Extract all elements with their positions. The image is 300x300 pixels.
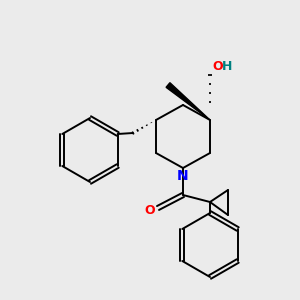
Polygon shape (166, 83, 210, 120)
Text: H: H (222, 61, 232, 74)
Text: O: O (212, 61, 223, 74)
Text: N: N (177, 169, 189, 183)
Text: O: O (145, 203, 155, 217)
